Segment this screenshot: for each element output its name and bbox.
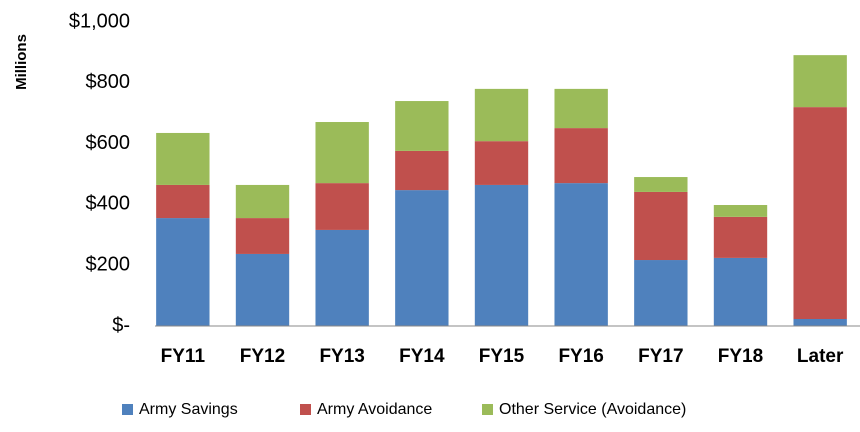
bar-segment [395,150,449,191]
bar-segment [713,257,768,326]
bar-segment [713,216,768,258]
legend-swatch [300,404,311,415]
x-tick-label: FY15 [479,346,525,367]
bar-segment [554,128,608,184]
bar-segment [235,253,290,326]
x-tick-label: Later [797,346,844,367]
legend-label: Army Avoidance [317,401,432,418]
y-tick-label: $- [112,314,130,336]
bar-segment [235,218,290,254]
y-tick-label: $200 [86,253,131,275]
bar-segment [156,132,210,185]
bar-segment [315,183,369,230]
bar-segment [474,184,529,326]
bar-segment [474,88,529,142]
bar-segment [315,229,369,326]
x-tick-label: FY13 [319,346,364,367]
bar-segment [235,184,290,219]
bar-segment [713,205,768,217]
bar-segment [793,107,847,320]
bar-segment [634,177,688,192]
x-tick-label: FY12 [240,346,285,367]
x-tick-label: FY14 [399,346,445,367]
y-tick-label: $600 [86,132,131,154]
legend-label: Other Service (Avoidance) [499,401,686,418]
y-axis-label: Millions [13,34,30,90]
bar-segment [793,319,847,326]
bar-segment [634,260,688,326]
legend-swatch [122,404,133,415]
x-tick-label: FY16 [558,346,603,367]
x-tick-label: FY17 [638,346,683,367]
legend-swatch [482,404,493,415]
bar-segment [395,101,449,151]
bar-segment [395,190,449,326]
bar-segment [634,191,688,261]
x-tick-label: FY18 [718,346,763,367]
bar-segment [315,122,369,184]
bar-segment [474,141,529,185]
bar-segment [554,183,608,326]
y-tick-label: $400 [86,193,131,215]
bar-segment [156,184,210,219]
y-tick-label: $1,000 [69,10,130,32]
bar-segment [156,218,210,326]
legend-label: Army Savings [139,401,238,418]
bar-segment [554,88,608,129]
x-tick-label: FY11 [161,346,206,367]
bar-segment [793,55,847,108]
y-tick-label: $800 [86,71,131,93]
